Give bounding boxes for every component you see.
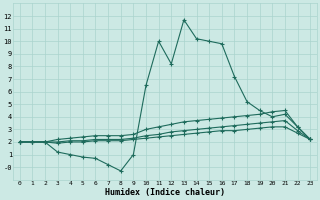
X-axis label: Humidex (Indice chaleur): Humidex (Indice chaleur): [105, 188, 225, 197]
